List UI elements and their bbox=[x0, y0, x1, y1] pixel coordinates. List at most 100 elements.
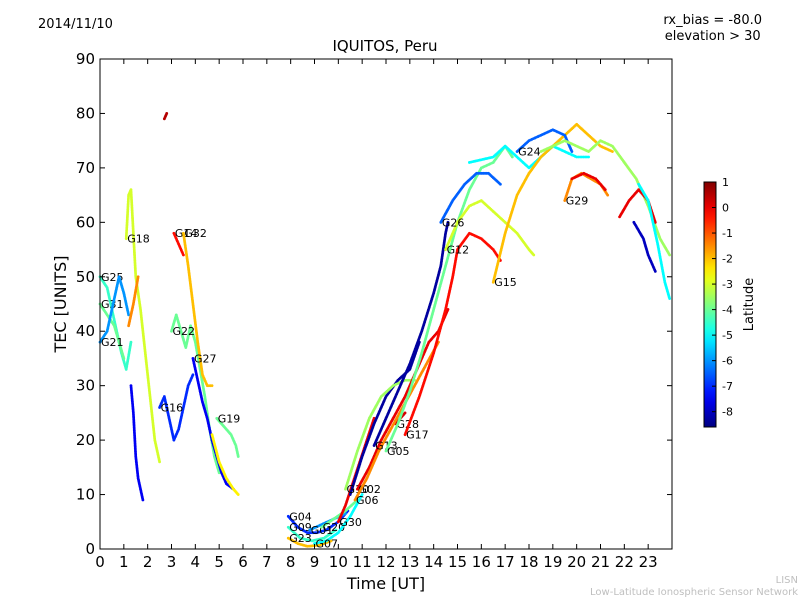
colorbar bbox=[703, 181, 717, 428]
satellite-label-g13: G13 bbox=[375, 440, 398, 453]
satellite-label-g14: G14 bbox=[175, 227, 198, 240]
x-tick-label: 9 bbox=[310, 553, 320, 571]
data-point bbox=[141, 498, 145, 502]
y-tick-label: 70 bbox=[76, 159, 95, 177]
satellite-label-g21: G21 bbox=[101, 336, 124, 349]
satellite-label-g17: G17 bbox=[406, 429, 429, 442]
satellite-label-g29: G29 bbox=[566, 195, 589, 208]
x-tick-label: 10 bbox=[329, 553, 348, 571]
colorbar-tick-label: -4 bbox=[722, 304, 733, 317]
x-tick-label: 22 bbox=[615, 553, 634, 571]
x-tick-label: 18 bbox=[519, 553, 538, 571]
parameters-box: rx_bias = -80.0 elevation > 30 bbox=[663, 13, 762, 45]
colorbar-tick-label: -8 bbox=[722, 406, 733, 419]
y-tick-label: 50 bbox=[76, 268, 95, 286]
y-tick-label: 0 bbox=[85, 540, 95, 558]
y-tick-label: 30 bbox=[76, 377, 95, 395]
x-tick-label: 8 bbox=[286, 553, 296, 571]
x-tick-label: 14 bbox=[424, 553, 443, 571]
y-tick-label: 90 bbox=[76, 50, 95, 68]
satellite-label-g15: G15 bbox=[494, 276, 517, 289]
rx-bias-label: rx_bias = -80.0 bbox=[663, 13, 762, 28]
satellite-label-g07: G07 bbox=[316, 538, 339, 551]
data-point bbox=[499, 182, 502, 186]
satellite-label-g32: G32 bbox=[184, 227, 207, 240]
footer: LISN Low-Latitude Ionospheric Sensor Net… bbox=[590, 575, 798, 599]
colorbar-tick-label: -6 bbox=[722, 355, 733, 368]
colorbar-tick-label: -1 bbox=[722, 227, 733, 240]
data-point bbox=[570, 150, 574, 153]
satellite-label-g27: G27 bbox=[194, 352, 217, 365]
x-tick-label: 16 bbox=[472, 553, 491, 571]
data-point bbox=[236, 455, 240, 458]
colorbar-tick-label: 0 bbox=[722, 202, 729, 215]
data-point bbox=[334, 528, 338, 532]
y-tick-label: 20 bbox=[76, 431, 95, 449]
satellite-label-g01: G01 bbox=[311, 524, 334, 537]
satellite-label-g04: G04 bbox=[289, 510, 312, 523]
elevation-label: elevation > 30 bbox=[664, 29, 761, 44]
x-tick-label: 3 bbox=[167, 553, 177, 571]
x-tick-label: 12 bbox=[376, 553, 395, 571]
y-tick-label: 60 bbox=[76, 213, 95, 231]
x-tick-label: 17 bbox=[496, 553, 515, 571]
y-tick-label: 40 bbox=[76, 322, 95, 340]
data-point bbox=[136, 275, 140, 279]
data-point bbox=[446, 308, 450, 311]
footer-org-full: Low-Latitude Ionospheric Sensor Network bbox=[590, 587, 798, 598]
data-point bbox=[668, 297, 672, 300]
data-point bbox=[236, 493, 240, 496]
satellite-label-g02: G02 bbox=[358, 483, 381, 496]
data-point bbox=[611, 150, 614, 153]
data-point bbox=[603, 188, 607, 192]
satellite-label-g16: G16 bbox=[161, 401, 184, 414]
satellite-label-g30: G30 bbox=[339, 516, 362, 529]
x-tick-label: 4 bbox=[191, 553, 201, 571]
footer-org-short: LISN bbox=[775, 575, 798, 586]
data-point bbox=[122, 357, 126, 360]
date-label: 2014/11/10 bbox=[38, 17, 113, 32]
x-tick-label: 21 bbox=[591, 553, 610, 571]
satellite-label-g23: G23 bbox=[289, 532, 312, 545]
data-point bbox=[210, 384, 214, 388]
y-tick-label: 80 bbox=[76, 104, 95, 122]
x-tick-label: 20 bbox=[567, 553, 586, 571]
data-point bbox=[587, 155, 590, 159]
data-point bbox=[653, 269, 657, 273]
satellite-label-g18: G18 bbox=[127, 233, 150, 246]
colorbar-label: Latitude bbox=[742, 278, 757, 332]
data-point bbox=[329, 539, 333, 543]
data-point bbox=[127, 313, 130, 317]
satellite-label-g19: G19 bbox=[218, 412, 241, 425]
data-point bbox=[217, 471, 221, 475]
satellite-label-g09: G09 bbox=[289, 521, 312, 534]
data-point bbox=[191, 373, 195, 377]
colorbar-tick-label: 1 bbox=[722, 176, 729, 189]
data-point bbox=[165, 112, 169, 115]
x-tick-label: 7 bbox=[262, 553, 272, 571]
data-point bbox=[446, 220, 450, 224]
x-tick-label: 15 bbox=[448, 553, 467, 571]
x-tick-label: 1 bbox=[119, 553, 129, 571]
data-point bbox=[182, 253, 185, 257]
colorbar-tick-label: -3 bbox=[722, 278, 733, 291]
x-tick-label: 6 bbox=[238, 553, 248, 571]
y-tick-label: 10 bbox=[76, 486, 95, 504]
data-point bbox=[158, 460, 161, 464]
data-point bbox=[510, 155, 514, 159]
data-point bbox=[360, 493, 364, 496]
colorbar-tick-label: -2 bbox=[722, 253, 733, 266]
satellite-label-g26: G26 bbox=[442, 216, 465, 229]
x-tick-label: 19 bbox=[543, 553, 562, 571]
data-point bbox=[668, 253, 672, 257]
satellite-label-g12: G12 bbox=[447, 244, 470, 257]
satellite-label-g05: G05 bbox=[387, 445, 410, 458]
data-point bbox=[532, 253, 536, 257]
data-point bbox=[606, 193, 610, 197]
data-point bbox=[403, 411, 407, 415]
chart-title: IQUITOS, Peru bbox=[332, 37, 438, 55]
x-tick-label: 13 bbox=[400, 553, 419, 571]
data-point bbox=[653, 220, 657, 224]
data-point bbox=[129, 340, 133, 344]
